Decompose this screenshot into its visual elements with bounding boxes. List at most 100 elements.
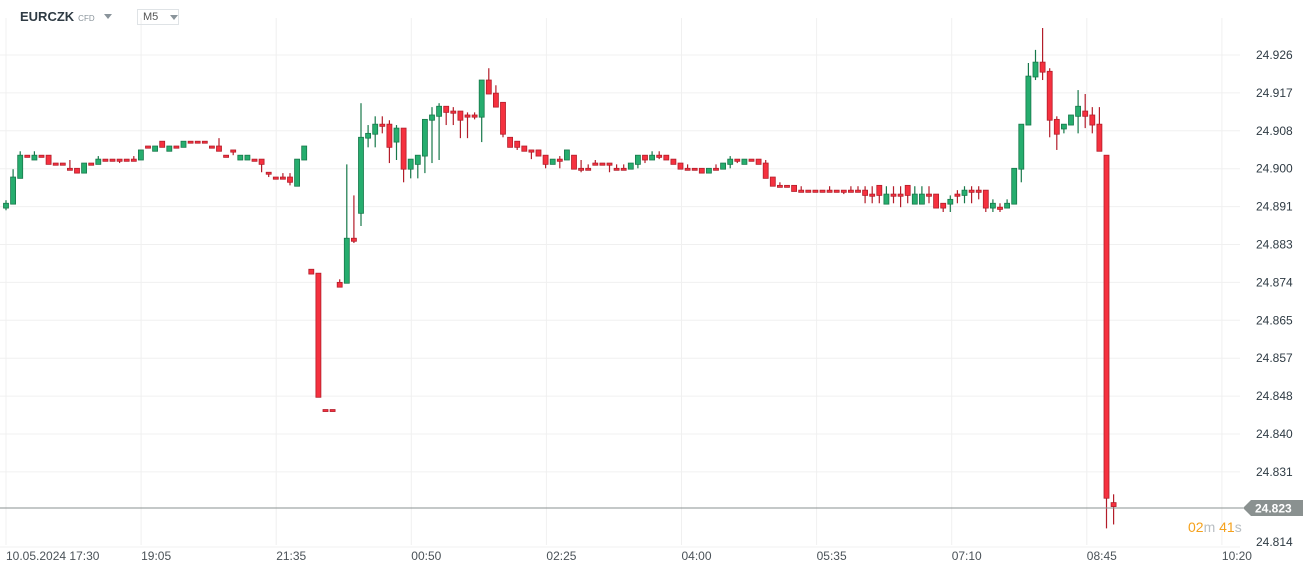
x-tick-label: 05:35 xyxy=(817,549,847,563)
candle-body xyxy=(1032,61,1039,78)
candle-body xyxy=(656,154,663,158)
candle-body xyxy=(201,140,208,144)
candle-bullish xyxy=(1025,62,1032,126)
candle-body xyxy=(613,167,620,171)
y-tick-label: 24.840 xyxy=(1256,427,1293,441)
x-tick-label: 10.05.2024 17:30 xyxy=(6,549,100,563)
candle-bearish xyxy=(500,101,506,138)
candle-bearish xyxy=(890,186,897,204)
candle-body xyxy=(798,189,805,193)
candle-bearish xyxy=(798,186,805,193)
candle-body xyxy=(649,154,655,161)
candle-bearish xyxy=(173,145,180,149)
candle-bullish xyxy=(393,125,400,161)
candle-body xyxy=(706,167,712,174)
y-tick-label: 24.865 xyxy=(1256,313,1293,327)
candle-bullish xyxy=(741,158,748,165)
candle-bullish xyxy=(166,145,173,152)
candle-body xyxy=(542,154,549,165)
candle-bearish xyxy=(45,154,52,165)
candle-body xyxy=(187,140,194,144)
x-tick-label: 07:10 xyxy=(952,549,982,563)
candle-body xyxy=(862,189,868,196)
candle-body xyxy=(819,189,826,193)
candle-body xyxy=(855,189,861,193)
candle-body xyxy=(848,189,854,193)
candle-bearish xyxy=(933,193,939,209)
candle-body xyxy=(294,158,301,187)
candle-bullish xyxy=(301,145,308,161)
candle-body xyxy=(457,110,464,121)
symbol-selector[interactable]: EURCZK CFD xyxy=(20,9,112,24)
y-tick-label: 24.926 xyxy=(1256,48,1293,62)
candle-body xyxy=(31,154,38,161)
candle-body xyxy=(208,145,215,149)
candle-body xyxy=(720,162,726,170)
candle-body xyxy=(1011,167,1018,205)
candle-body xyxy=(116,158,123,162)
candle-body xyxy=(1046,70,1053,121)
candle-body xyxy=(17,154,24,179)
candle-bearish xyxy=(769,176,776,187)
candle-body xyxy=(350,237,357,242)
candle-bearish xyxy=(542,154,549,169)
x-tick-label: 02:25 xyxy=(546,549,576,563)
candle-bearish xyxy=(620,164,627,171)
candle-bullish xyxy=(429,107,435,164)
candle-body xyxy=(677,162,684,170)
candle-body xyxy=(272,176,279,180)
candle-bearish xyxy=(287,173,293,186)
timeframe-dropdown[interactable]: M5 xyxy=(137,9,179,25)
candle-bullish xyxy=(421,118,428,174)
candle-body xyxy=(1039,61,1046,73)
candle-body xyxy=(152,145,159,152)
candle-bearish xyxy=(812,189,819,193)
candle-body xyxy=(24,154,31,158)
candle-body xyxy=(365,132,372,139)
candle-body xyxy=(251,158,258,162)
candle-bearish xyxy=(826,186,833,193)
candle-bearish xyxy=(116,158,123,164)
candle-body xyxy=(145,145,151,149)
candle-body xyxy=(386,123,393,148)
candle-body xyxy=(975,189,982,193)
y-tick-label: 24.831 xyxy=(1256,465,1293,479)
candle-body xyxy=(585,167,592,171)
candle-bearish xyxy=(677,162,684,170)
candle-body xyxy=(883,193,890,205)
candle-body xyxy=(492,92,499,108)
candle-body xyxy=(450,110,457,114)
candle-bullish xyxy=(883,186,890,205)
countdown-minutes: 02 xyxy=(1188,519,1204,535)
candle-bearish xyxy=(855,186,861,193)
candle-bearish xyxy=(876,184,883,204)
candle-bearish xyxy=(684,164,691,171)
candle-bullish xyxy=(947,195,954,213)
candle-body xyxy=(549,158,556,165)
candle-bearish xyxy=(329,409,336,412)
candle-body xyxy=(826,189,833,193)
candle-bullish xyxy=(95,156,102,165)
candle-bearish xyxy=(777,182,783,188)
candle-bearish xyxy=(1039,28,1046,81)
candle-bearish xyxy=(109,158,116,162)
candle-body xyxy=(173,145,180,149)
candle-body xyxy=(777,184,783,188)
candle-body xyxy=(755,158,762,165)
candle-bearish xyxy=(258,158,265,173)
candle-body xyxy=(358,136,364,214)
candle-bullish xyxy=(17,151,24,179)
candle-body xyxy=(180,140,187,148)
candle-bearish xyxy=(819,189,826,193)
candle-body xyxy=(642,154,648,161)
candle-bearish xyxy=(38,154,45,158)
candle-body xyxy=(315,272,322,398)
candle-bearish xyxy=(485,68,492,95)
candle-body xyxy=(507,136,514,148)
candle-bullish xyxy=(358,103,364,226)
chevron-down-icon xyxy=(170,14,179,20)
candle-body xyxy=(74,167,80,174)
candle-body xyxy=(237,154,244,161)
candle-bullish xyxy=(1004,199,1010,209)
